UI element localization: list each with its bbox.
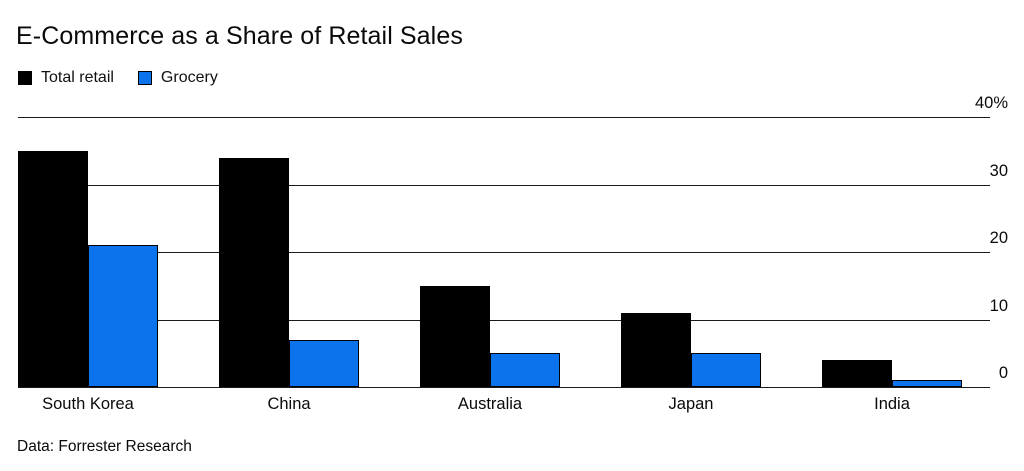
bar-total-retail-japan [621, 312, 691, 387]
legend-swatch-total-retail [18, 71, 32, 85]
legend: Total retail Grocery [18, 69, 218, 87]
bar-group-india [822, 360, 962, 387]
bar-group-south-korea [18, 150, 158, 387]
bar-total-retail-china [219, 157, 289, 387]
bar-total-retail-south-korea [18, 150, 88, 387]
y-axis-tick-label-10: 10 [989, 296, 1008, 315]
x-axis-label-china: China [267, 395, 311, 413]
gridline-20 [18, 252, 990, 253]
x-axis-label-india: India [874, 395, 910, 413]
x-axis-label-australia: Australia [457, 395, 523, 413]
gridline-10 [18, 319, 990, 321]
legend-item-grocery: Grocery [137, 69, 218, 87]
bar-grocery-china [289, 339, 359, 387]
bar-grocery-australia [490, 353, 560, 387]
y-axis-tick-label-30: 30 [989, 161, 1008, 180]
y-axis-tick-label-40: 40% [974, 94, 1008, 112]
legend-label-grocery: Grocery [160, 69, 218, 86]
bar-total-retail-india [822, 360, 892, 387]
legend-swatch-grocery [137, 71, 152, 85]
y-axis-tick-label-20: 20 [989, 229, 1008, 247]
x-axis-label-south-korea: South Korea [42, 395, 134, 413]
plot-area: 0 10 20 30 40% South Korea China Australia Japan… [18, 95, 1008, 413]
source-note: Data: Forrester Research [17, 438, 192, 455]
bar-total-retail-australia [420, 285, 490, 387]
bar-group-australia [420, 285, 560, 387]
y-axis-tick-label-0: 0 [998, 364, 1008, 382]
chart-title: E-Commerce as a Share of Retail Sales [16, 22, 463, 50]
gridline-30 [18, 184, 990, 186]
bar-group-china [219, 157, 359, 387]
legend-label-total-retail: Total retail [41, 69, 114, 86]
gridline-40 [18, 117, 990, 118]
bar-grocery-japan [691, 353, 761, 387]
legend-item-total-retail: Total retail [18, 69, 114, 87]
bar-group-japan [621, 312, 761, 387]
bar-grocery-india [892, 380, 962, 387]
gridline-0 [18, 387, 990, 388]
x-axis-label-japan: Japan [668, 395, 714, 413]
bar-grocery-south-korea [88, 245, 158, 387]
